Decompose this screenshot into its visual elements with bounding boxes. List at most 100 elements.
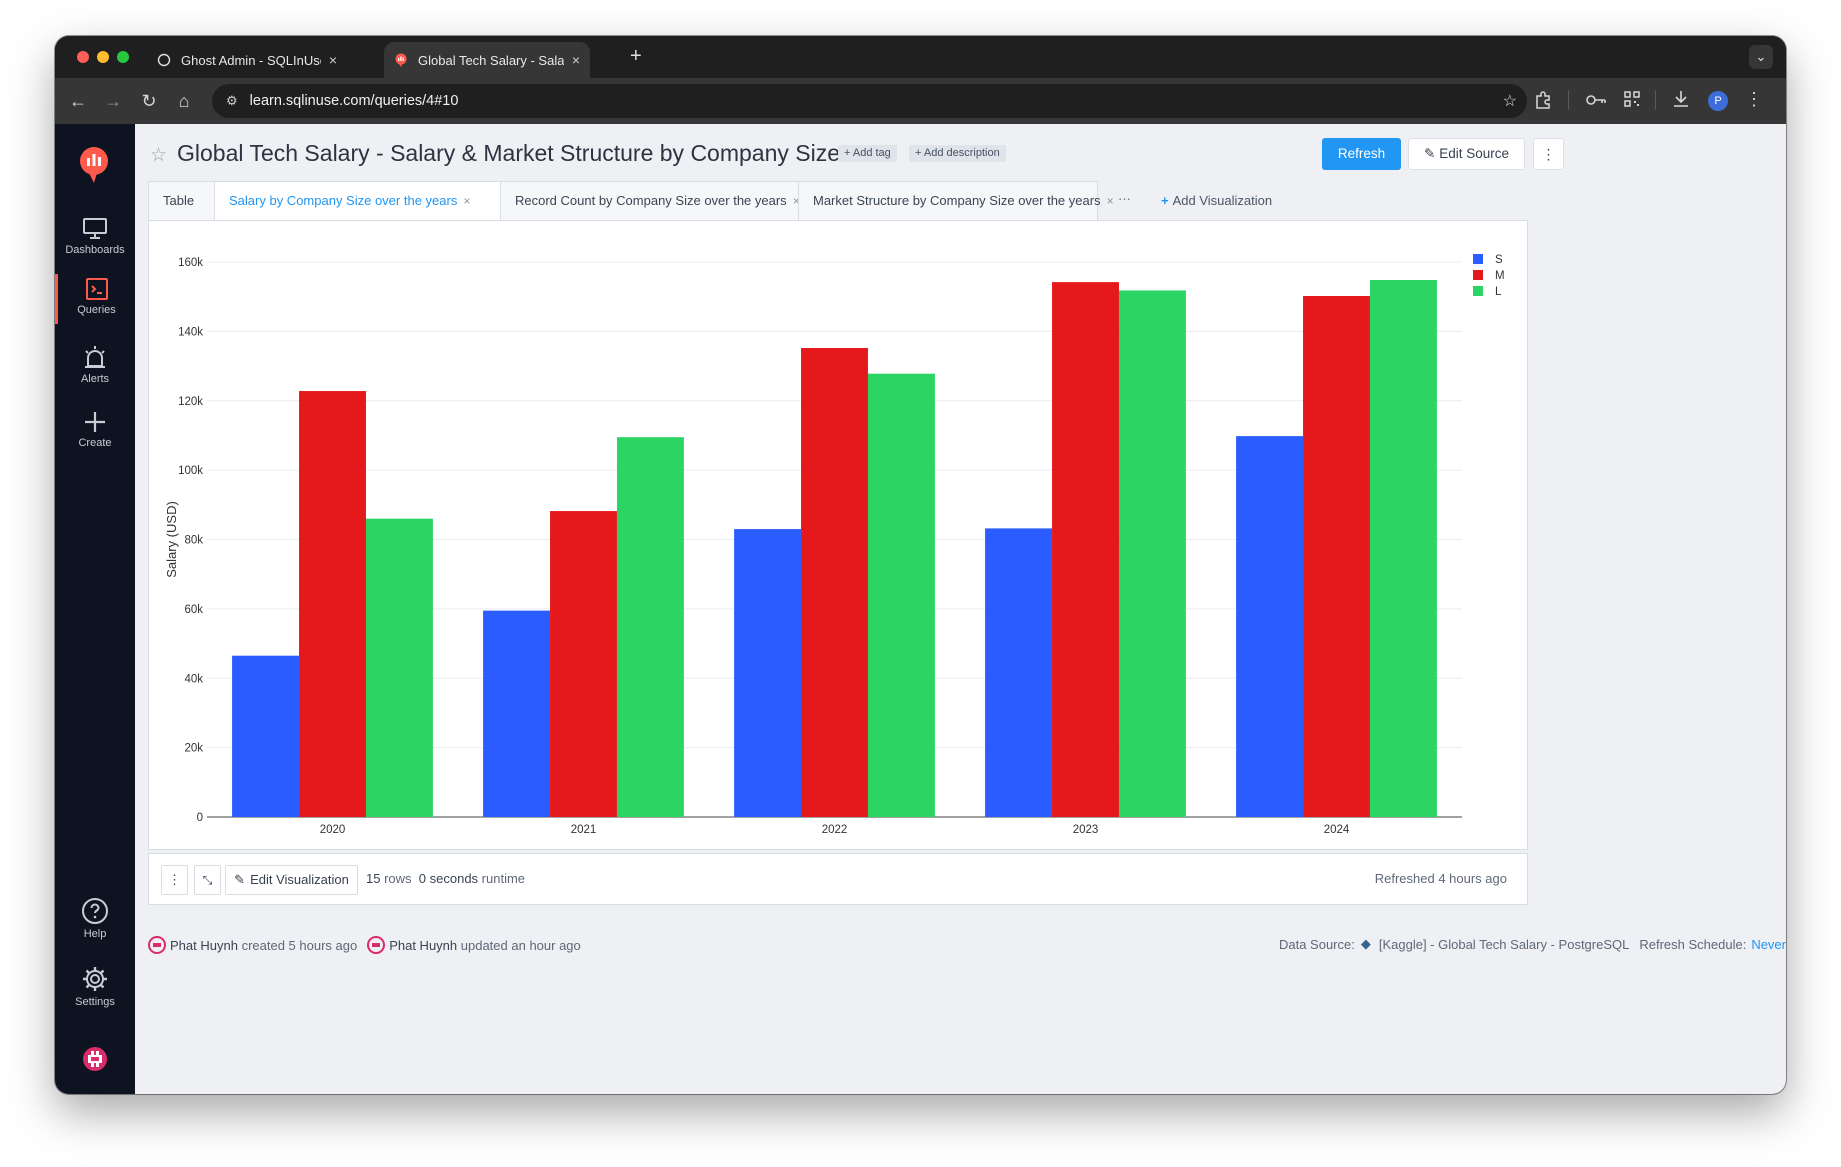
bar-L-2021[interactable] [616, 437, 684, 817]
sidebar-item-help[interactable]: Help [55, 897, 135, 940]
bar-M-2024[interactable] [1303, 295, 1370, 817]
more-tabs-button[interactable]: ··· [1118, 191, 1131, 206]
minimize-window-button[interactable] [97, 51, 109, 63]
bookmark-star-icon[interactable]: ☆ [1502, 93, 1517, 110]
browser-menu-icon[interactable]: ⋮ [1745, 89, 1763, 109]
sidebar-item-queries[interactable]: Queries [55, 274, 135, 324]
bar-M-2020[interactable] [299, 391, 366, 817]
page-title[interactable]: Global Tech Salary - Salary & Market Str… [177, 140, 841, 166]
sidebar-item-create[interactable]: Create [55, 410, 135, 449]
edit-visualization-button[interactable]: ✎ Edit Visualization [225, 865, 358, 895]
bar-M-2023[interactable] [1052, 282, 1119, 817]
favorite-star-icon[interactable]: ☆ [150, 145, 168, 166]
more-actions-icon[interactable]: ⋮ [1533, 138, 1564, 170]
close-tab-icon[interactable]: × [571, 52, 580, 68]
visualization-tabs: Table Salary by Company Size over the ye… [148, 181, 1528, 221]
tab-search-chevron-icon[interactable]: ⌄ [1749, 45, 1773, 69]
bar-L-2023[interactable] [1118, 290, 1186, 818]
x-tick-label: 2024 [1324, 824, 1350, 836]
reload-icon[interactable]: ↻ [141, 91, 157, 111]
bar-M-2021[interactable] [550, 511, 617, 817]
new-tab-button[interactable]: + [630, 45, 642, 67]
bar-M-2022[interactable] [801, 348, 868, 817]
sidebar-item-dashboards[interactable]: Dashboards [55, 217, 135, 256]
browser-tab-global-tech-salary[interactable]: Global Tech Salary - Salary & × [384, 42, 590, 78]
legend-label-M[interactable]: M [1495, 270, 1505, 282]
profile-avatar[interactable]: P [1708, 91, 1728, 111]
tab-label: Market Structure by Company Size over th… [813, 193, 1101, 208]
user-avatar[interactable] [82, 1046, 108, 1072]
bar-L-2022[interactable] [867, 373, 935, 817]
close-window-button[interactable] [77, 51, 89, 63]
legend-label-S[interactable]: S [1495, 254, 1503, 266]
close-tab-icon[interactable]: × [328, 52, 337, 68]
bar-S-2021[interactable] [483, 610, 551, 817]
tab-table[interactable]: Table [148, 181, 215, 221]
y-tick-label: 0 [197, 812, 203, 824]
y-tick-label: 100k [178, 465, 203, 477]
tab-title: Ghost Admin - SQLInUse [181, 52, 321, 68]
legend-label-L[interactable]: L [1495, 286, 1502, 298]
add-visualization-button[interactable]: + Add Visualization [1161, 193, 1272, 208]
y-tick-label: 20k [184, 743, 203, 755]
qr-code-icon[interactable] [1623, 90, 1641, 108]
redash-logo-icon [395, 53, 407, 67]
add-tag-button[interactable]: + Add tag [838, 145, 897, 162]
chart-panel: 0 20k 40k 60k 80k 100k 120k 140k 160k Salary (USD… [148, 220, 1528, 850]
bar-L-2024[interactable] [1369, 280, 1437, 818]
bar-S-2022[interactable] [734, 529, 802, 817]
forward-arrow-icon[interactable]: → [104, 91, 122, 111]
gear-icon [83, 967, 107, 991]
refresh-schedule-value[interactable]: Never [1751, 936, 1786, 952]
refresh-button[interactable]: Refresh [1322, 138, 1401, 170]
password-key-icon[interactable] [1585, 91, 1607, 109]
plus-icon [85, 412, 105, 432]
y-tick-label: 140k [178, 326, 203, 338]
alarm-icon [85, 346, 105, 368]
bar-S-2023[interactable] [985, 528, 1053, 817]
sidebar-item-alerts[interactable]: Alerts [55, 344, 135, 385]
tab-label: Salary by Company Size over the years [229, 193, 458, 208]
bar-L-2020[interactable] [365, 518, 433, 817]
question-icon [82, 898, 108, 924]
download-icon[interactable] [1672, 89, 1690, 109]
browser-tab-ghost-admin[interactable]: Ghost Admin - SQLInUse × [147, 42, 347, 78]
toolbar-divider [1568, 90, 1569, 110]
sidebar-item-label: Queries [77, 304, 116, 316]
add-description-button[interactable]: + Add description [909, 145, 1006, 162]
bar-chart: 0 20k 40k 60k 80k 100k 120k 140k 160k Salary (USD… [164, 254, 1505, 836]
data-source-info: Data Source: ◆ [Kaggle] - Global Tech Sa… [1279, 936, 1786, 952]
updater-name[interactable]: Phat Huynh [389, 937, 458, 953]
query-authorship: Phat Huynh created 5 hours ago Phat Huyn… [148, 936, 581, 954]
tab-record-count-by-company-size[interactable]: Record Count by Company Size over the ye… [500, 181, 800, 221]
legend-swatch-L [1473, 286, 1483, 296]
tab-market-structure-by-company-size[interactable]: Market Structure by Company Size over th… [798, 181, 1114, 221]
tab-salary-by-company-size[interactable]: Salary by Company Size over the years × [214, 181, 501, 221]
terminal-icon [85, 278, 108, 300]
y-tick-label: 80k [184, 535, 203, 547]
edit-source-button[interactable]: ✎ Edit Source [1408, 138, 1525, 170]
maximize-window-button[interactable] [117, 51, 129, 63]
options-icon[interactable]: ⋮ [161, 865, 188, 895]
bar-S-2024[interactable] [1236, 436, 1304, 817]
created-time: created 5 hours ago [241, 937, 358, 953]
data-source-name: [Kaggle] - Global Tech Salary - PostgreS… [1378, 936, 1630, 952]
row-count: 15 rows 0 seconds runtime [366, 871, 525, 886]
home-icon[interactable]: ⌂ [178, 91, 190, 111]
x-tick-label: 2023 [1073, 824, 1099, 836]
back-arrow-icon[interactable]: ← [69, 91, 87, 111]
tab-label: Record Count by Company Size over the ye… [515, 193, 787, 208]
bar-S-2020[interactable] [232, 655, 300, 817]
fullscreen-icon[interactable]: ⤡ [194, 865, 221, 895]
close-tab-icon[interactable]: × [792, 194, 800, 208]
data-source-label: Data Source: [1278, 936, 1355, 952]
sidebar-item-settings[interactable]: Settings [55, 965, 135, 1008]
redash-logo-icon[interactable] [78, 146, 110, 184]
address-bar[interactable]: ⚙ learn.sqlinuse.com/queries/4#10 ☆ [212, 84, 1527, 118]
site-settings-icon[interactable]: ⚙ [226, 93, 238, 108]
close-tab-icon[interactable]: × [463, 194, 471, 208]
creator-name[interactable]: Phat Huynh [170, 937, 238, 953]
browser-toolbar: ← → ↻ ⌂ ⚙ learn.sqlinuse.com/queries/4#1… [55, 78, 1786, 124]
extensions-icon[interactable] [1533, 90, 1553, 110]
close-tab-icon[interactable]: × [1106, 194, 1114, 208]
